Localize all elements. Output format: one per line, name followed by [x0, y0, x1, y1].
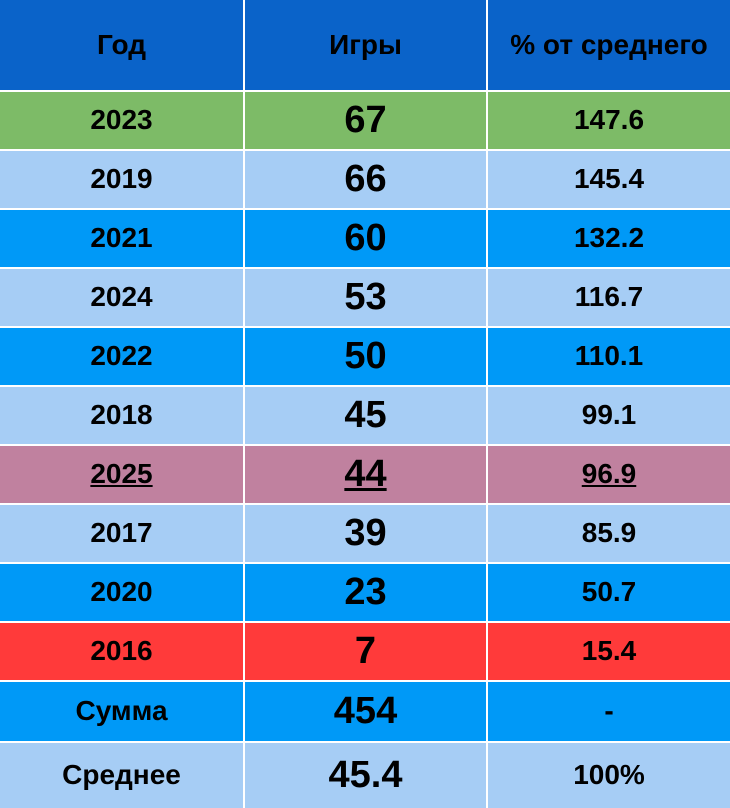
table-cell: 145.4	[488, 151, 730, 208]
header-cell: Год	[0, 0, 243, 90]
table-cell-text: 147.6	[573, 104, 645, 136]
table-cell-text: 99.1	[581, 399, 637, 431]
table-cell: 85.9	[488, 505, 730, 562]
table-cell: 50	[245, 328, 486, 385]
header-cell: % от среднего	[488, 0, 730, 90]
table-cell: 2023	[0, 92, 243, 149]
table-cell: Среднее	[0, 743, 243, 808]
table-cell: 45.4	[245, 743, 486, 808]
table-cell: 2018	[0, 387, 243, 444]
table-cell: Сумма	[0, 682, 243, 741]
table-cell-text: 2025	[90, 458, 153, 490]
table-cell-text: 2024	[90, 281, 153, 313]
table-cell: 15.4	[488, 623, 730, 680]
table-cell-text: 2023	[90, 104, 153, 136]
table-cell-text: 39	[344, 511, 387, 554]
table-cell-text: 45	[344, 393, 387, 436]
header-cell-text: % от среднего	[510, 28, 708, 60]
table-cell-text: -	[604, 695, 614, 727]
table-cell-text: 2019	[90, 163, 153, 195]
table-cell: 67	[245, 92, 486, 149]
table-cell-text: 67	[344, 98, 387, 141]
table-cell-text: 2018	[90, 399, 153, 431]
table-cell-text: 45.4	[328, 753, 403, 796]
table-cell-text: 110.1	[574, 340, 644, 372]
table-cell: -	[488, 682, 730, 741]
table-cell-text: 23	[344, 570, 387, 613]
table-cell-text: Среднее	[62, 759, 181, 791]
table-cell-text: 44	[344, 452, 387, 495]
table-cell: 2019	[0, 151, 243, 208]
header-cell-text: Год	[97, 28, 146, 60]
table-cell: 2021	[0, 210, 243, 267]
header-cell: Игры	[245, 0, 486, 90]
table-cell-text: 7	[354, 629, 377, 672]
table-cell-text: 85.9	[581, 517, 637, 549]
table-cell-text: 2020	[90, 576, 153, 608]
table-cell-text: 2021	[90, 222, 153, 254]
table-cell: 99.1	[488, 387, 730, 444]
table-cell: 7	[245, 623, 486, 680]
table-cell: 45	[245, 387, 486, 444]
table-cell-text: 116.7	[574, 281, 644, 313]
table-cell-text: 132.2	[573, 222, 645, 254]
table-cell: 2022	[0, 328, 243, 385]
table-cell: 60	[245, 210, 486, 267]
table-cell-text: 100%	[573, 759, 645, 791]
table-cell-text: 145.4	[573, 163, 645, 195]
table-cell: 66	[245, 151, 486, 208]
table-cell: 2020	[0, 564, 243, 621]
table-cell-text: 96.9	[581, 458, 637, 490]
table-cell-text: 53	[344, 275, 387, 318]
table-cell: 2024	[0, 269, 243, 326]
table-cell-text: 2016	[90, 635, 153, 667]
table-cell-text: 15.4	[581, 635, 637, 667]
table-cell-text: 66	[344, 157, 387, 200]
table-cell: 2017	[0, 505, 243, 562]
table-cell: 50.7	[488, 564, 730, 621]
table-cell-text: 50.7	[581, 576, 637, 608]
table-cell: 116.7	[488, 269, 730, 326]
table-cell-text: 50	[344, 334, 387, 377]
table-cell-text: Сумма	[75, 695, 168, 727]
header-cell-text: Игры	[329, 28, 402, 60]
table-cell-text: 2017	[90, 517, 153, 549]
table-cell: 39	[245, 505, 486, 562]
table-cell-text: 454	[333, 689, 398, 732]
table-cell-text: 60	[344, 216, 387, 259]
table-cell: 110.1	[488, 328, 730, 385]
table-cell: 96.9	[488, 446, 730, 503]
table-cell: 132.2	[488, 210, 730, 267]
table-cell: 100%	[488, 743, 730, 808]
table-cell: 53	[245, 269, 486, 326]
table-cell: 23	[245, 564, 486, 621]
table-cell: 454	[245, 682, 486, 741]
table-cell: 147.6	[488, 92, 730, 149]
table-cell: 2025	[0, 446, 243, 503]
table-cell: 44	[245, 446, 486, 503]
table-cell: 2016	[0, 623, 243, 680]
table-cell-text: 2022	[90, 340, 153, 372]
